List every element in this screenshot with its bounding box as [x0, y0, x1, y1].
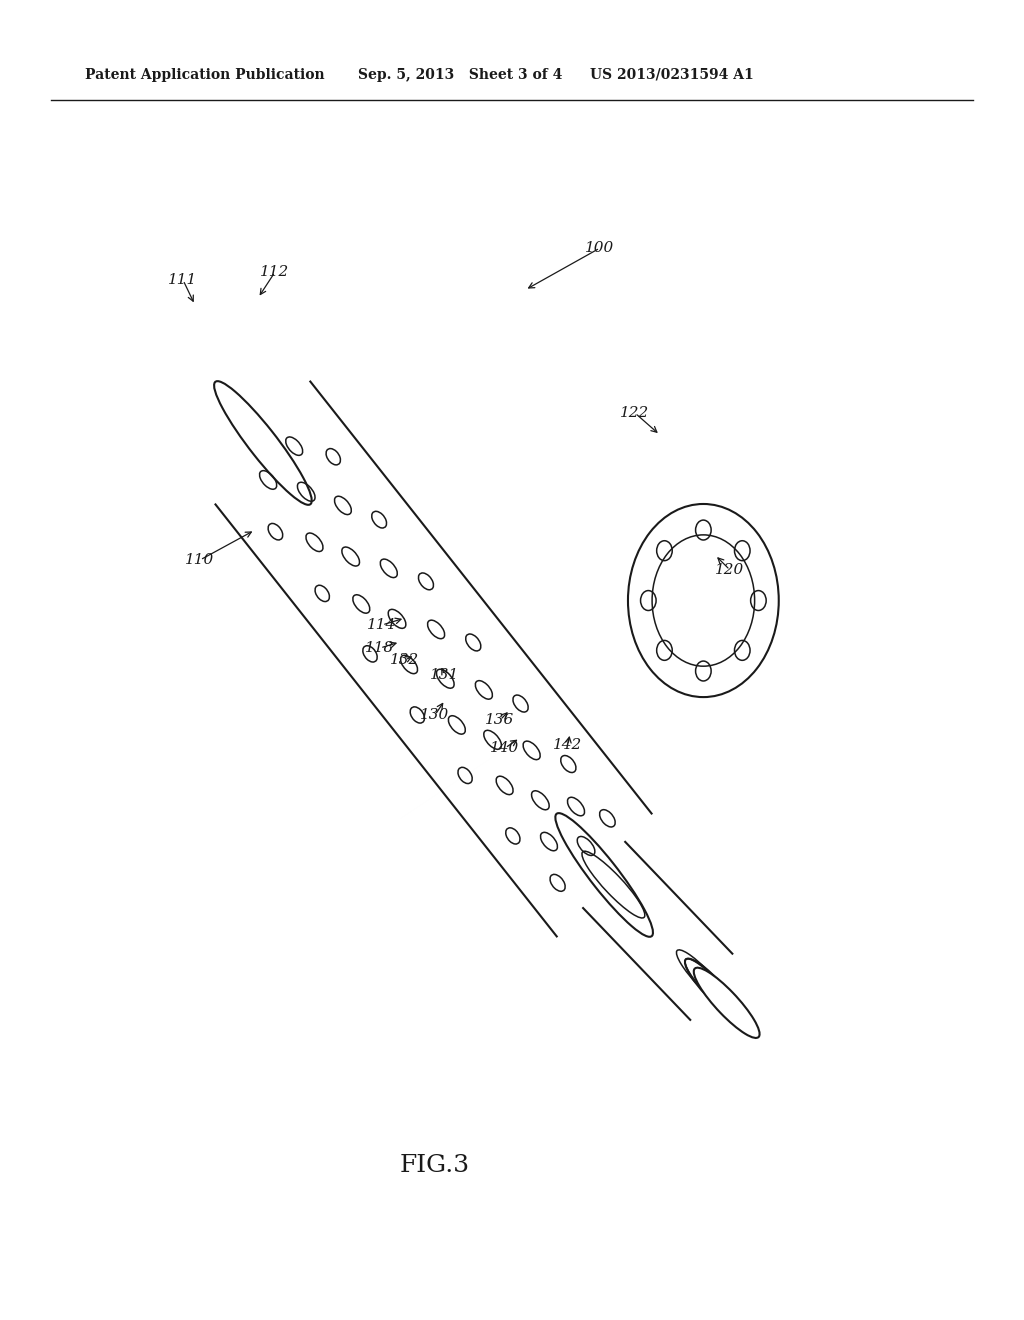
- Text: 130: 130: [421, 708, 450, 722]
- Text: 120: 120: [716, 564, 744, 577]
- Text: Sep. 5, 2013   Sheet 3 of 4: Sep. 5, 2013 Sheet 3 of 4: [358, 69, 562, 82]
- Text: 118: 118: [366, 642, 394, 655]
- Ellipse shape: [555, 813, 653, 937]
- Text: 140: 140: [490, 741, 519, 755]
- Text: 114: 114: [368, 618, 396, 632]
- Text: US 2013/0231594 A1: US 2013/0231594 A1: [590, 69, 754, 82]
- Ellipse shape: [628, 504, 779, 697]
- Ellipse shape: [214, 381, 311, 504]
- Ellipse shape: [685, 958, 737, 1015]
- Text: 142: 142: [553, 738, 583, 752]
- Text: Patent Application Publication: Patent Application Publication: [85, 69, 325, 82]
- Text: 111: 111: [168, 273, 198, 286]
- Text: 112: 112: [260, 265, 290, 279]
- Text: 110: 110: [185, 553, 215, 568]
- Text: 132: 132: [390, 653, 420, 667]
- Text: 131: 131: [430, 668, 460, 682]
- Ellipse shape: [694, 968, 760, 1038]
- Text: FIG.3: FIG.3: [400, 1154, 470, 1176]
- Text: 122: 122: [621, 407, 649, 420]
- Text: 100: 100: [586, 242, 614, 255]
- Text: 136: 136: [485, 713, 515, 727]
